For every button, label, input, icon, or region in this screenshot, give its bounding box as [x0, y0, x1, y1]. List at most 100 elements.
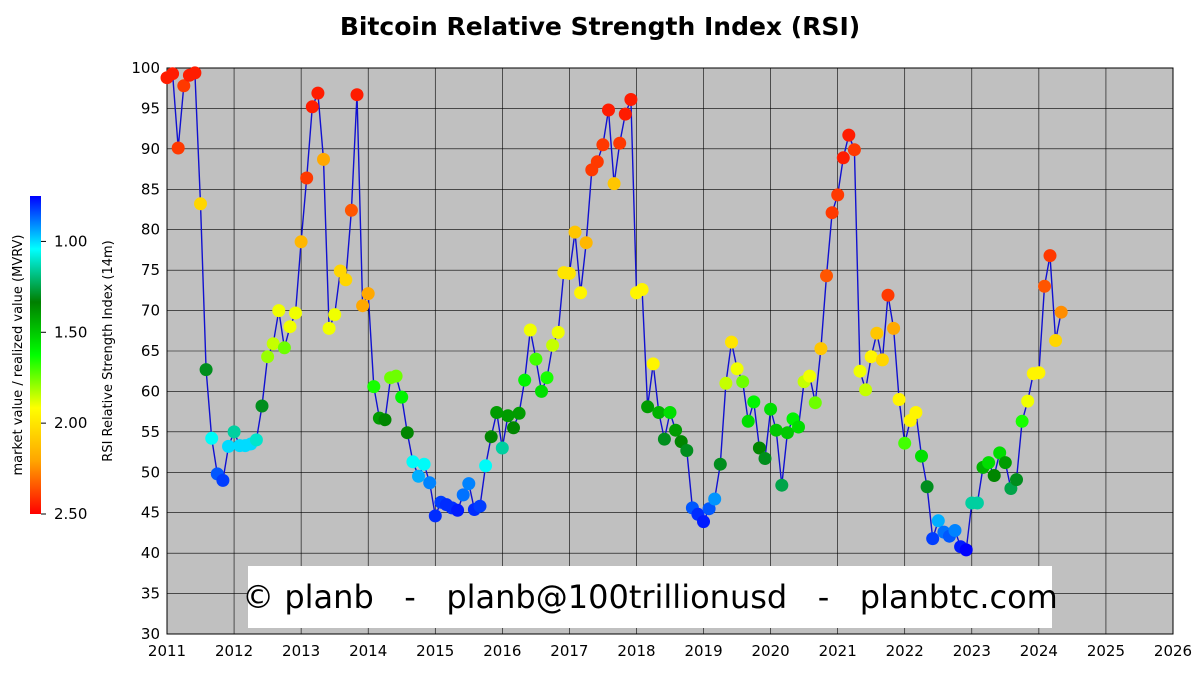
rsi-point: [836, 151, 850, 165]
rsi-point: [607, 177, 621, 191]
x-tick-labels: 2011 2012 2013 2014 2015 2016 2017 2018 2019 2020…: [148, 642, 1192, 660]
y-tick-label: 45: [141, 504, 160, 522]
rsi-point: [1049, 334, 1063, 347]
rsi-point: [635, 283, 649, 296]
rsi-point: [456, 488, 470, 502]
colorbar: [30, 196, 41, 514]
rsi-point: [294, 235, 308, 249]
rsi-point: [909, 406, 923, 419]
rsi-point: [926, 532, 940, 546]
rsi-point: [780, 426, 794, 440]
rsi-point: [982, 456, 996, 470]
rsi-point: [708, 492, 722, 506]
rsi-point: [328, 308, 342, 322]
rsi-point: [277, 341, 291, 355]
rsi-point: [344, 203, 358, 217]
x-tick-label: 2025: [1087, 642, 1125, 660]
rsi-point: [613, 136, 627, 150]
x-tick-label: 2012: [215, 642, 253, 660]
y-tick-label: 95: [141, 99, 160, 117]
rsi-point: [741, 414, 755, 428]
rsi-point: [350, 88, 364, 102]
rsi-point: [1032, 366, 1046, 380]
x-tick-label: 2017: [550, 642, 588, 660]
rsi-point: [881, 288, 895, 302]
rsi-point: [1043, 249, 1057, 263]
rsi-point: [646, 357, 660, 371]
y-tick-labels: 30 35 40 45 50 55 60 65 70 75 80 85 90 95 100: [131, 59, 160, 643]
rsi-point: [473, 499, 487, 513]
rsi-point: [227, 425, 241, 439]
rsi-point: [495, 441, 509, 455]
rsi-point: [624, 93, 638, 106]
rsi-point: [574, 286, 588, 300]
rsi-point: [300, 171, 314, 185]
rsi-point: [993, 446, 1007, 460]
x-tick-label: 2016: [483, 642, 521, 660]
rsi-point: [501, 409, 515, 423]
rsi-point: [540, 371, 554, 385]
rsi-point: [272, 304, 286, 318]
rsi-point: [529, 352, 543, 366]
rsi-point: [892, 393, 906, 406]
rsi-point: [596, 138, 610, 152]
rsi-point: [199, 363, 213, 377]
colorbar-tick-label: 2.00: [54, 414, 87, 432]
rsi-point: [417, 457, 431, 471]
y-tick-label: 30: [141, 625, 160, 643]
rsi-point: [535, 384, 548, 398]
x-tick-label: 2013: [282, 642, 320, 660]
y-tick-label: 60: [141, 382, 160, 400]
rsi-point: [507, 421, 520, 435]
y-axis-label: RSI Relative Strength Index (14m): [101, 240, 116, 461]
rsi-point: [769, 423, 783, 437]
rsi-point: [618, 107, 632, 121]
rsi-point: [959, 543, 973, 557]
rsi-point: [920, 480, 934, 494]
rsi-point: [669, 423, 683, 437]
rsi-point: [395, 390, 409, 404]
rsi-point: [697, 515, 710, 529]
rsi-point: [814, 342, 828, 356]
rsi-point: [719, 376, 733, 390]
rsi-point: [546, 338, 560, 352]
rsi-point: [713, 457, 727, 471]
rsi-point: [652, 406, 666, 419]
colorbar-label: market value / realized value (MVRV): [11, 235, 26, 476]
x-tick-label: 2026: [1154, 642, 1192, 660]
y-tick-label: 55: [141, 423, 160, 441]
rsi-point: [255, 399, 269, 413]
x-tick-label: 2020: [752, 642, 790, 660]
rsi-point: [792, 420, 805, 434]
colorbar-tick-label: 2.50: [54, 505, 87, 523]
x-tick-label: 2023: [953, 642, 991, 660]
rsi-point: [730, 362, 744, 376]
rsi-point: [853, 364, 867, 378]
rsi-point: [775, 478, 789, 492]
y-tick-label: 85: [141, 180, 160, 198]
rsi-point: [283, 320, 297, 334]
rsi-point: [378, 413, 392, 427]
rsi-point: [412, 469, 425, 483]
rsi-point: [752, 441, 766, 455]
rsi-point: [222, 439, 235, 453]
rsi-point: [898, 436, 912, 450]
rsi-point: [205, 431, 219, 445]
rsi-point: [177, 79, 191, 93]
rsi-point: [305, 100, 319, 114]
y-tick-label: 35: [141, 585, 160, 603]
colorbar-tick-label: 1.00: [54, 232, 87, 250]
rsi-point: [261, 350, 275, 364]
rsi-point: [166, 67, 180, 81]
colorbar-tick-labels: 1.00 1.50 2.00 2.50: [41, 232, 87, 523]
rsi-point: [249, 433, 263, 447]
y-tick-label: 80: [141, 221, 160, 239]
rsi-point: [551, 325, 565, 339]
rsi-point: [523, 323, 537, 337]
rsi-point: [870, 326, 884, 340]
rsi-point: [915, 449, 928, 463]
rsi-point: [680, 444, 694, 457]
rsi-point: [339, 273, 353, 287]
rsi-point: [864, 350, 878, 364]
